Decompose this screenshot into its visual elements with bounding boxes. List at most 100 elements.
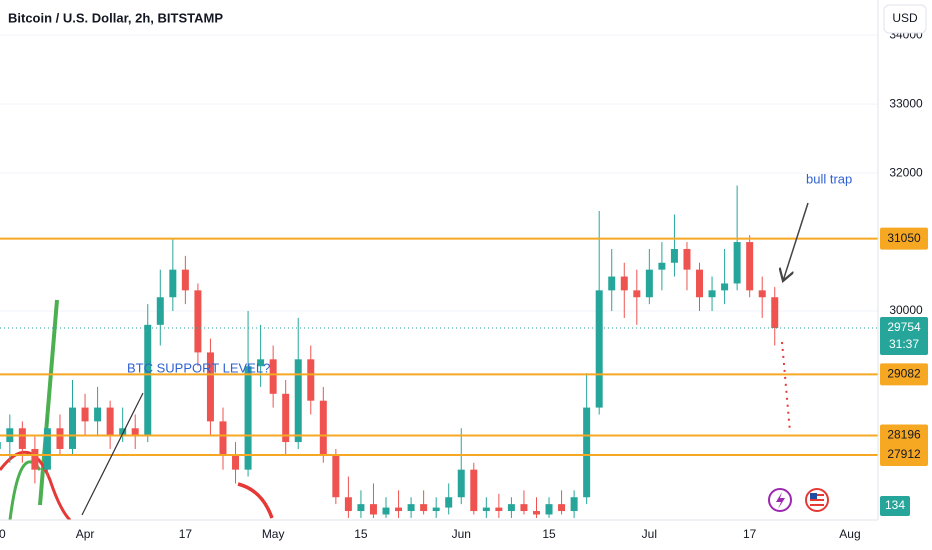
- candle-body: [0, 442, 1, 449]
- last-price-label: 29754: [887, 320, 921, 334]
- candle-body: [43, 428, 51, 470]
- volume-label-box: [880, 496, 910, 516]
- level-label-box: [880, 363, 928, 386]
- candle-body: [156, 297, 164, 325]
- candle-body: [319, 400, 327, 456]
- candle-body: [31, 448, 39, 470]
- y-tick-label: 30000: [889, 303, 923, 317]
- candle-body: [570, 497, 578, 512]
- drawn-curve: [237, 482, 274, 519]
- icon-bolt: [776, 492, 785, 509]
- candles: [0, 185, 779, 518]
- candle-body: [81, 407, 89, 422]
- annotation-line: [81, 392, 144, 516]
- candle-body: [545, 504, 553, 515]
- candle-body: [470, 469, 478, 512]
- y-tick-label: 33000: [889, 96, 923, 110]
- candle-body: [721, 283, 729, 291]
- candle-body: [181, 269, 189, 291]
- y-tick-label: 32000: [889, 165, 923, 179]
- candle-body: [758, 290, 766, 298]
- candle-body: [56, 428, 64, 449]
- candle-body: [482, 507, 490, 512]
- candle-body: [169, 269, 177, 298]
- level-label-box: [880, 444, 928, 467]
- candle-body: [269, 359, 277, 394]
- candle-body: [633, 290, 641, 298]
- candle-body: [257, 359, 265, 367]
- candle-body: [244, 366, 252, 470]
- candle-body: [69, 407, 77, 449]
- candle-body: [645, 269, 653, 298]
- currency-button[interactable]: [883, 4, 927, 34]
- candle-body: [620, 276, 628, 291]
- candle-body: [708, 290, 716, 298]
- x-tick-label: Apr: [76, 527, 95, 541]
- candle-body: [194, 290, 202, 353]
- level-label-box: [880, 227, 928, 250]
- candle-body: [532, 511, 540, 515]
- flag-stripe: [810, 499, 824, 501]
- plot-area: BTC SUPPORT LEVEL? bull trap: [0, 171, 878, 520]
- candle-body: [382, 507, 390, 515]
- candle-body: [219, 421, 227, 456]
- axes: 30000320003300034000:00Apr17May15Jun15Ju…: [0, 27, 928, 541]
- level-label: 27912: [887, 447, 921, 461]
- x-tick-label: Aug: [839, 527, 860, 541]
- annotation-arrow: [783, 202, 809, 281]
- flag-stripe: [810, 504, 824, 506]
- x-tick-label: 15: [354, 527, 368, 541]
- level-label: 29082: [887, 367, 921, 381]
- level-label: 31050: [887, 231, 921, 245]
- candle-body: [332, 455, 340, 498]
- candle-body: [144, 324, 152, 436]
- candle-body: [307, 359, 315, 401]
- candle-body: [558, 504, 566, 512]
- candle-body: [733, 242, 741, 284]
- candle-body: [507, 504, 515, 512]
- x-tick-label: :00: [0, 527, 6, 541]
- annotation-text: BTC SUPPORT LEVEL?: [127, 360, 270, 375]
- candle-body: [106, 407, 114, 436]
- candle-body: [119, 428, 127, 436]
- x-tick-label: 17: [743, 527, 757, 541]
- candle-body: [344, 497, 352, 512]
- x-tick-label: Jul: [642, 527, 657, 541]
- candle-body: [294, 359, 302, 443]
- levels: [0, 237, 878, 457]
- candle-body: [369, 504, 377, 515]
- projection-line: [781, 341, 791, 433]
- annotation-text: bull trap: [806, 171, 852, 186]
- candle-body: [746, 242, 754, 291]
- currency-label: USD: [892, 11, 918, 25]
- chart-title: Bitcoin / U.S. Dollar, 2h, BITSTAMP: [8, 10, 223, 25]
- last-price-box: [880, 317, 928, 355]
- candle-body: [432, 507, 440, 512]
- candle-body: [232, 455, 240, 470]
- candle-body: [420, 504, 428, 512]
- candle-body: [595, 290, 603, 408]
- candle-body: [395, 507, 403, 512]
- candle-body: [445, 497, 453, 508]
- level-label: 28196: [887, 428, 921, 442]
- candle-body: [357, 504, 365, 512]
- x-tick-label: 15: [542, 527, 556, 541]
- candle-body: [495, 507, 503, 512]
- flag-icon[interactable]: [805, 488, 829, 512]
- volume-label: 134: [885, 498, 905, 512]
- candle-body: [771, 297, 779, 328]
- flag-canton: [810, 493, 817, 499]
- level-label-box: [880, 424, 928, 447]
- drawn-line: [38, 299, 59, 506]
- candle-body: [282, 393, 290, 443]
- lightning-icon[interactable]: [768, 488, 792, 512]
- x-tick-label: 17: [179, 527, 193, 541]
- x-tick-label: Jun: [452, 527, 471, 541]
- candle-body: [683, 248, 691, 270]
- grid: [0, 34, 878, 312]
- candle-body: [407, 504, 415, 512]
- candle-body: [696, 269, 704, 298]
